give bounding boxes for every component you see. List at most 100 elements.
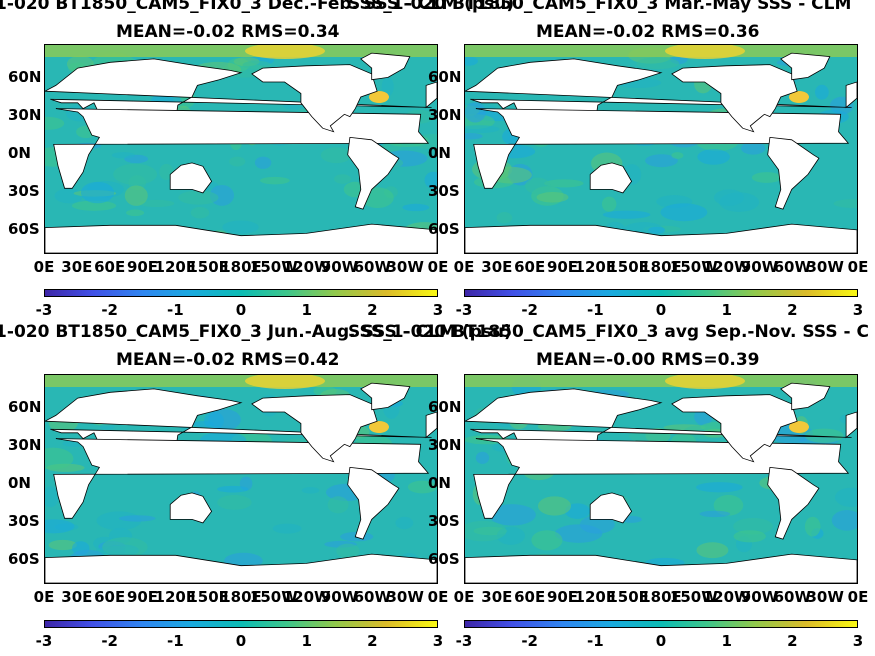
colorbar bbox=[44, 620, 438, 628]
anomaly-blob bbox=[804, 516, 821, 537]
x-tick-label: 60E bbox=[514, 588, 546, 606]
y-tick-label: 0N bbox=[428, 474, 451, 492]
continent bbox=[465, 553, 857, 583]
anomaly-blob bbox=[204, 411, 224, 430]
colorbar bbox=[464, 289, 858, 297]
y-tick-label: 30N bbox=[428, 436, 462, 454]
anomaly-blob bbox=[48, 539, 77, 551]
continent bbox=[589, 492, 633, 524]
map-plot bbox=[44, 44, 438, 254]
anomaly-blob bbox=[190, 206, 210, 219]
continent bbox=[767, 466, 820, 540]
colorbar-tick-label: 1 bbox=[301, 301, 312, 319]
colorbar-tick-label: -2 bbox=[521, 632, 538, 650]
panel-stats: MEAN=-0.02 RMS=0.36 bbox=[536, 22, 760, 42]
x-tick-label: 0E bbox=[33, 588, 55, 606]
y-tick-label: 60S bbox=[8, 220, 40, 238]
anomaly-blob bbox=[564, 503, 591, 519]
anomaly-blob bbox=[126, 209, 145, 217]
x-tick-label: 30W bbox=[806, 588, 844, 606]
map-plot bbox=[464, 374, 858, 584]
anomaly-blob bbox=[671, 152, 684, 159]
anomaly-blob bbox=[102, 537, 148, 557]
y-tick-label: 0N bbox=[8, 144, 31, 162]
x-tick-label: 0E bbox=[427, 588, 449, 606]
anomaly-blob bbox=[217, 495, 252, 510]
continent bbox=[251, 64, 378, 133]
x-tick-label: 60W bbox=[353, 258, 392, 276]
anomaly-blob bbox=[260, 176, 290, 185]
panel-stats: MEAN=-0.02 RMS=0.42 bbox=[116, 350, 340, 370]
y-tick-label: 30N bbox=[8, 106, 42, 124]
anomaly-blob bbox=[579, 515, 615, 534]
colorbar-tick-label: -3 bbox=[35, 301, 53, 319]
anomaly-blob bbox=[601, 196, 617, 212]
gulf-stream-anomaly bbox=[789, 421, 809, 433]
anomaly-blob bbox=[544, 179, 584, 188]
arctic-high-anomaly bbox=[665, 45, 745, 59]
continent bbox=[780, 52, 831, 81]
panel-stats: MEAN=-0.02 RMS=0.34 bbox=[116, 22, 340, 42]
x-tick-label: 90W bbox=[320, 588, 359, 606]
anomaly-blob bbox=[537, 496, 572, 516]
panel-title: SSS_1-020 BT1850_CAM5_FIX0_3 Mar.-May SS… bbox=[348, 0, 852, 14]
colorbar-tick-label: 3 bbox=[852, 301, 864, 319]
arctic-high-anomaly bbox=[245, 375, 325, 389]
anomaly-blob bbox=[713, 494, 744, 516]
y-tick-label: 30S bbox=[428, 182, 460, 200]
x-tick-label: 180E bbox=[220, 588, 262, 606]
y-tick-label: 30S bbox=[428, 512, 460, 530]
x-tick-label: 60E bbox=[94, 258, 126, 276]
x-tick-label: 30E bbox=[61, 258, 93, 276]
y-tick-label: 0N bbox=[8, 474, 31, 492]
anomaly-blob bbox=[531, 530, 563, 551]
x-tick-label: 120W bbox=[702, 258, 751, 276]
anomaly-blob bbox=[424, 171, 437, 189]
anomaly-blob bbox=[475, 451, 490, 464]
x-tick-label: 180E bbox=[640, 588, 682, 606]
anomaly-blob bbox=[488, 504, 536, 526]
y-tick-label: 30S bbox=[8, 512, 40, 530]
panel-title: -1-020 BT1850_CAM5_FIX0_3 Dec.-Feb. SSS … bbox=[0, 0, 515, 14]
y-tick-label: 30N bbox=[8, 436, 42, 454]
continent bbox=[53, 438, 430, 519]
y-tick-label: 60N bbox=[8, 68, 42, 86]
x-tick-label: 60W bbox=[353, 588, 392, 606]
arctic-high-anomaly bbox=[665, 375, 745, 389]
anomaly-blob bbox=[217, 485, 249, 493]
colorbar-tick-label: 1 bbox=[721, 632, 732, 650]
anomaly-blob bbox=[804, 428, 844, 443]
x-tick-label: 30W bbox=[806, 258, 844, 276]
x-tick-label: 120W bbox=[702, 588, 751, 606]
anomaly-blob bbox=[381, 77, 394, 97]
continent bbox=[465, 223, 857, 253]
x-tick-label: 90W bbox=[320, 258, 359, 276]
continent bbox=[425, 81, 437, 109]
anomaly-blob bbox=[71, 200, 117, 211]
x-tick-label: 180E bbox=[220, 258, 262, 276]
x-tick-label: 60W bbox=[773, 588, 812, 606]
y-tick-label: 60S bbox=[428, 220, 460, 238]
x-tick-label: 60E bbox=[94, 588, 126, 606]
continent bbox=[347, 136, 400, 210]
gulf-stream-anomaly bbox=[789, 91, 809, 103]
anomaly-blob bbox=[833, 199, 857, 208]
anomaly-blob bbox=[327, 496, 349, 514]
continent bbox=[45, 553, 437, 583]
colorbar-tick-label: -1 bbox=[586, 632, 604, 650]
colorbar-tick-label: 2 bbox=[787, 301, 798, 319]
arctic-high-anomaly bbox=[245, 45, 325, 59]
continent bbox=[671, 64, 798, 133]
y-tick-label: 60N bbox=[428, 398, 462, 416]
continent bbox=[845, 411, 857, 439]
x-tick-label: 150W bbox=[669, 588, 718, 606]
anomaly-blob bbox=[336, 543, 360, 559]
panel-title: -1-020 BT1850_CAM5_FIX0_3 Jun.-Aug. SSS … bbox=[0, 322, 512, 342]
arctic-band bbox=[45, 45, 437, 57]
panel-jun-aug: -1-020 BT1850_CAM5_FIX0_3 Jun.-Aug. SSS … bbox=[0, 322, 512, 656]
continent bbox=[589, 162, 633, 194]
x-tick-label: 0E bbox=[847, 588, 869, 606]
anomaly-blob bbox=[99, 423, 115, 430]
x-tick-label: 30E bbox=[481, 588, 513, 606]
anomaly-blob bbox=[45, 116, 65, 130]
